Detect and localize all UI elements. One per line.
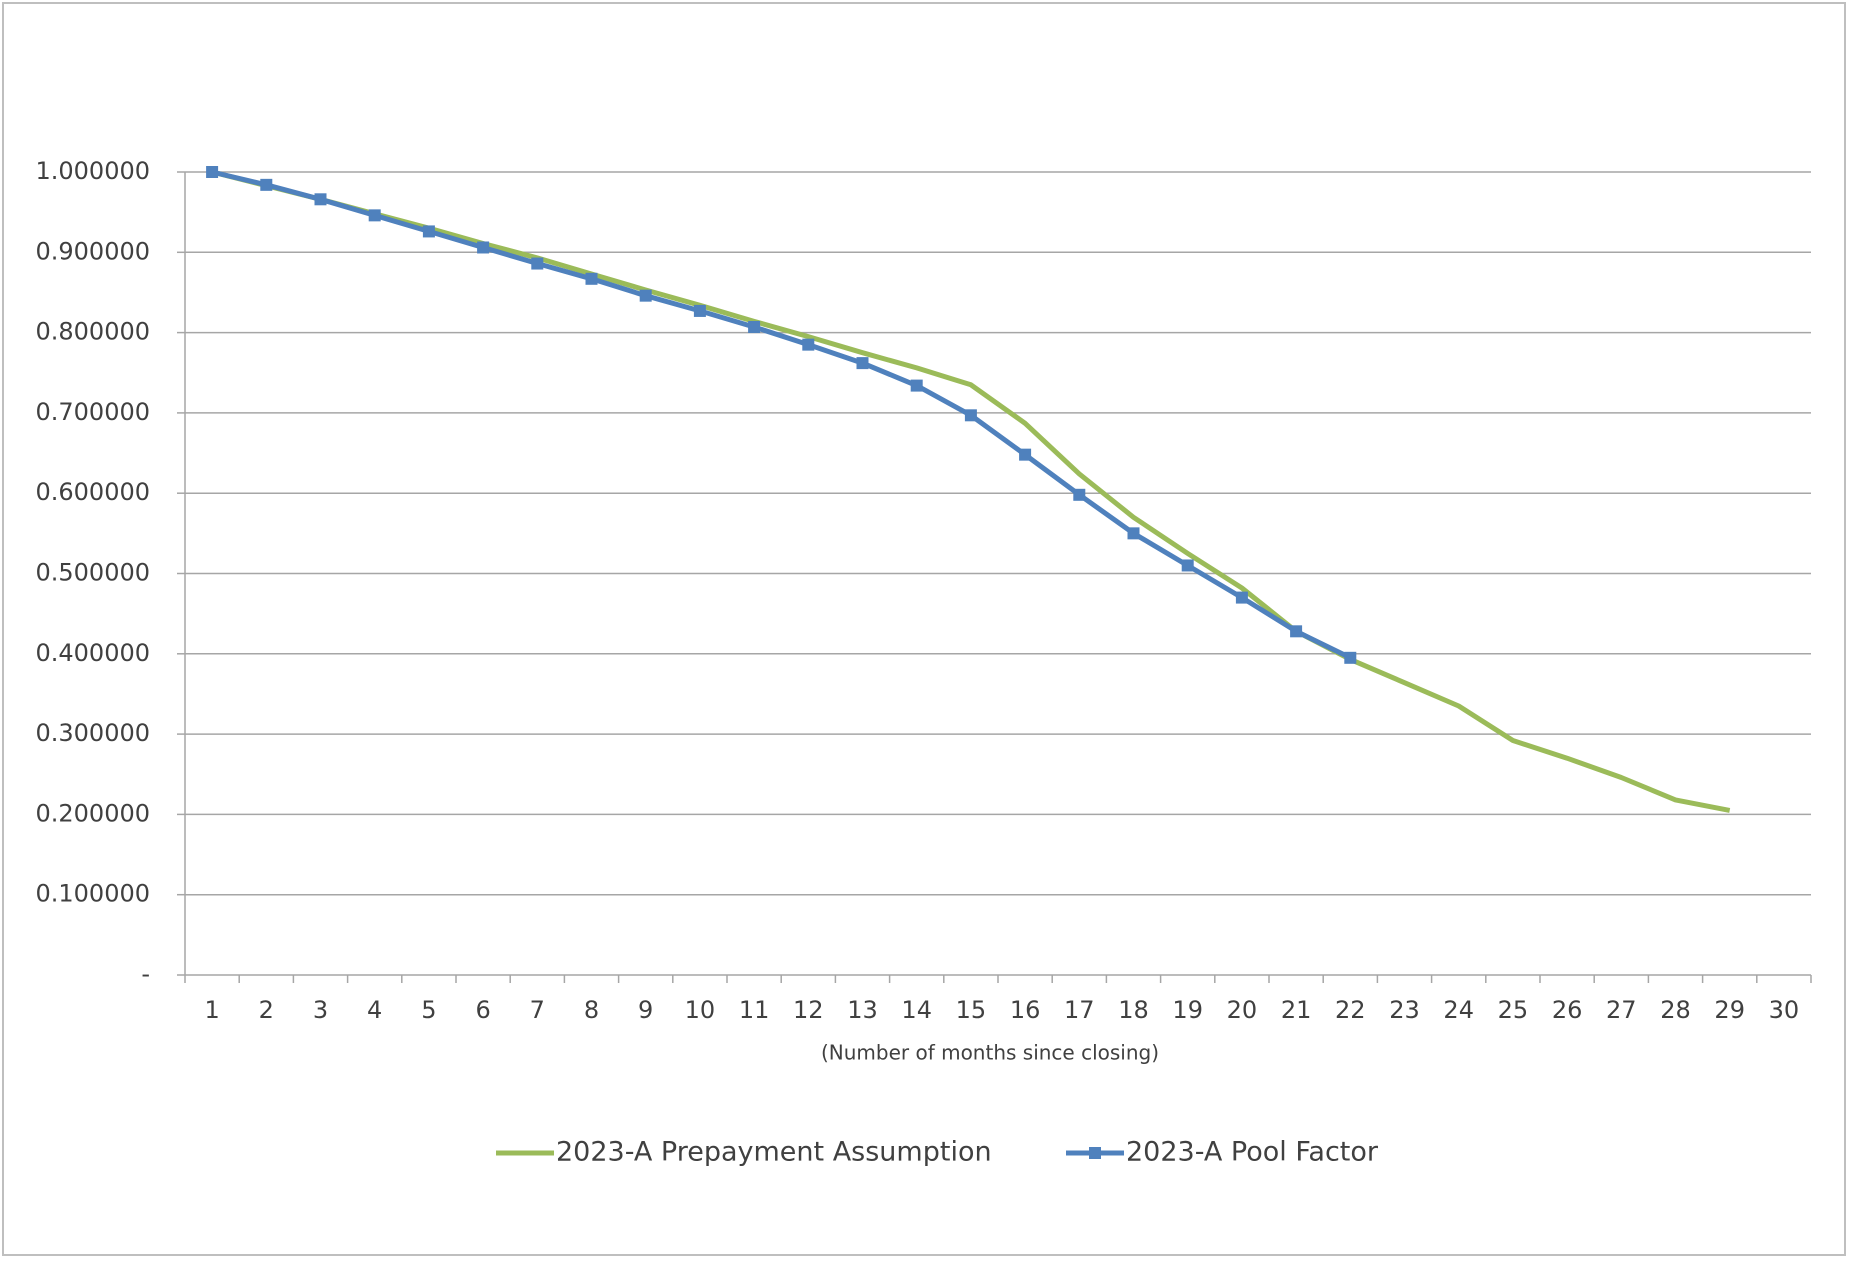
- x-tick-label: 22: [1335, 996, 1366, 1024]
- point-marker: [260, 178, 273, 191]
- y-tick-label: 0.800000: [35, 318, 150, 346]
- point-marker: [1235, 591, 1248, 604]
- x-tick-label: 30: [1769, 996, 1800, 1024]
- x-tick-label: 19: [1172, 996, 1203, 1024]
- y-tick-label: 0.500000: [35, 559, 150, 587]
- x-tick-label: 27: [1606, 996, 1637, 1024]
- x-tick-label: 2: [259, 996, 274, 1024]
- series-line: [211, 169, 1731, 813]
- legend-label: 2023-A Pool Factor: [1126, 1137, 1379, 1168]
- x-tick-label: 1: [204, 996, 219, 1024]
- x-tick-label: 7: [530, 996, 545, 1024]
- x-tick-label: 15: [956, 996, 987, 1024]
- legend-marker: [1089, 1147, 1101, 1159]
- x-tick-label: 24: [1443, 996, 1474, 1024]
- x-tick-label: 3: [313, 996, 328, 1024]
- y-tick-label: 0.300000: [35, 719, 150, 747]
- x-tick-label: 13: [847, 996, 878, 1024]
- y-tick-label: 0.600000: [35, 478, 150, 506]
- y-tick-label: 0.700000: [35, 398, 150, 426]
- x-tick-label: 23: [1389, 996, 1420, 1024]
- x-tick-label: 20: [1227, 996, 1258, 1024]
- x-tick-label: 6: [475, 996, 490, 1024]
- point-marker: [856, 357, 869, 370]
- x-tick-label: 5: [421, 996, 436, 1024]
- point-marker: [1019, 448, 1032, 461]
- x-tick-label: 17: [1064, 996, 1095, 1024]
- x-tick-label: 21: [1281, 996, 1312, 1024]
- x-tick-label: 29: [1714, 996, 1745, 1024]
- point-marker: [693, 304, 706, 317]
- y-tick-label: -: [141, 960, 150, 988]
- x-tick-label: 25: [1498, 996, 1529, 1024]
- x-tick-label: 16: [1010, 996, 1041, 1024]
- point-marker: [1181, 559, 1194, 572]
- x-tick-label: 10: [685, 996, 716, 1024]
- y-tick-label: 0.200000: [35, 799, 150, 827]
- point-marker: [910, 379, 923, 392]
- y-tick-label: 1.000000: [35, 157, 150, 185]
- x-tick-label: 28: [1660, 996, 1691, 1024]
- y-tick-label: 0.400000: [35, 639, 150, 667]
- x-tick-label: 4: [367, 996, 382, 1024]
- x-tick-label: 12: [793, 996, 824, 1024]
- x-tick-label: 26: [1552, 996, 1583, 1024]
- point-marker: [1073, 488, 1086, 501]
- x-tick-label: 18: [1118, 996, 1149, 1024]
- point-marker: [422, 225, 435, 238]
- series-line: [211, 169, 1352, 661]
- point-marker: [314, 193, 327, 206]
- y-tick-label: 0.900000: [35, 237, 150, 265]
- point-marker: [748, 320, 761, 333]
- x-tick-label: 11: [739, 996, 770, 1024]
- x-tick-label: 14: [901, 996, 932, 1024]
- point-marker: [206, 166, 219, 178]
- legend-label: 2023-A Prepayment Assumption: [556, 1137, 992, 1168]
- point-marker: [368, 209, 381, 222]
- point-marker: [964, 409, 977, 422]
- point-marker: [1344, 651, 1357, 664]
- x-tick-label: 9: [638, 996, 653, 1024]
- point-marker: [802, 338, 815, 351]
- x-tick-label: 8: [584, 996, 599, 1024]
- point-marker: [1290, 625, 1303, 638]
- point-marker: [531, 257, 544, 270]
- point-marker: [477, 241, 490, 254]
- point-marker: [585, 272, 598, 285]
- point-marker: [1127, 527, 1140, 540]
- y-tick-label: 0.100000: [35, 880, 150, 908]
- point-marker: [639, 289, 652, 302]
- x-axis-title: (Number of months since closing): [821, 1041, 1159, 1065]
